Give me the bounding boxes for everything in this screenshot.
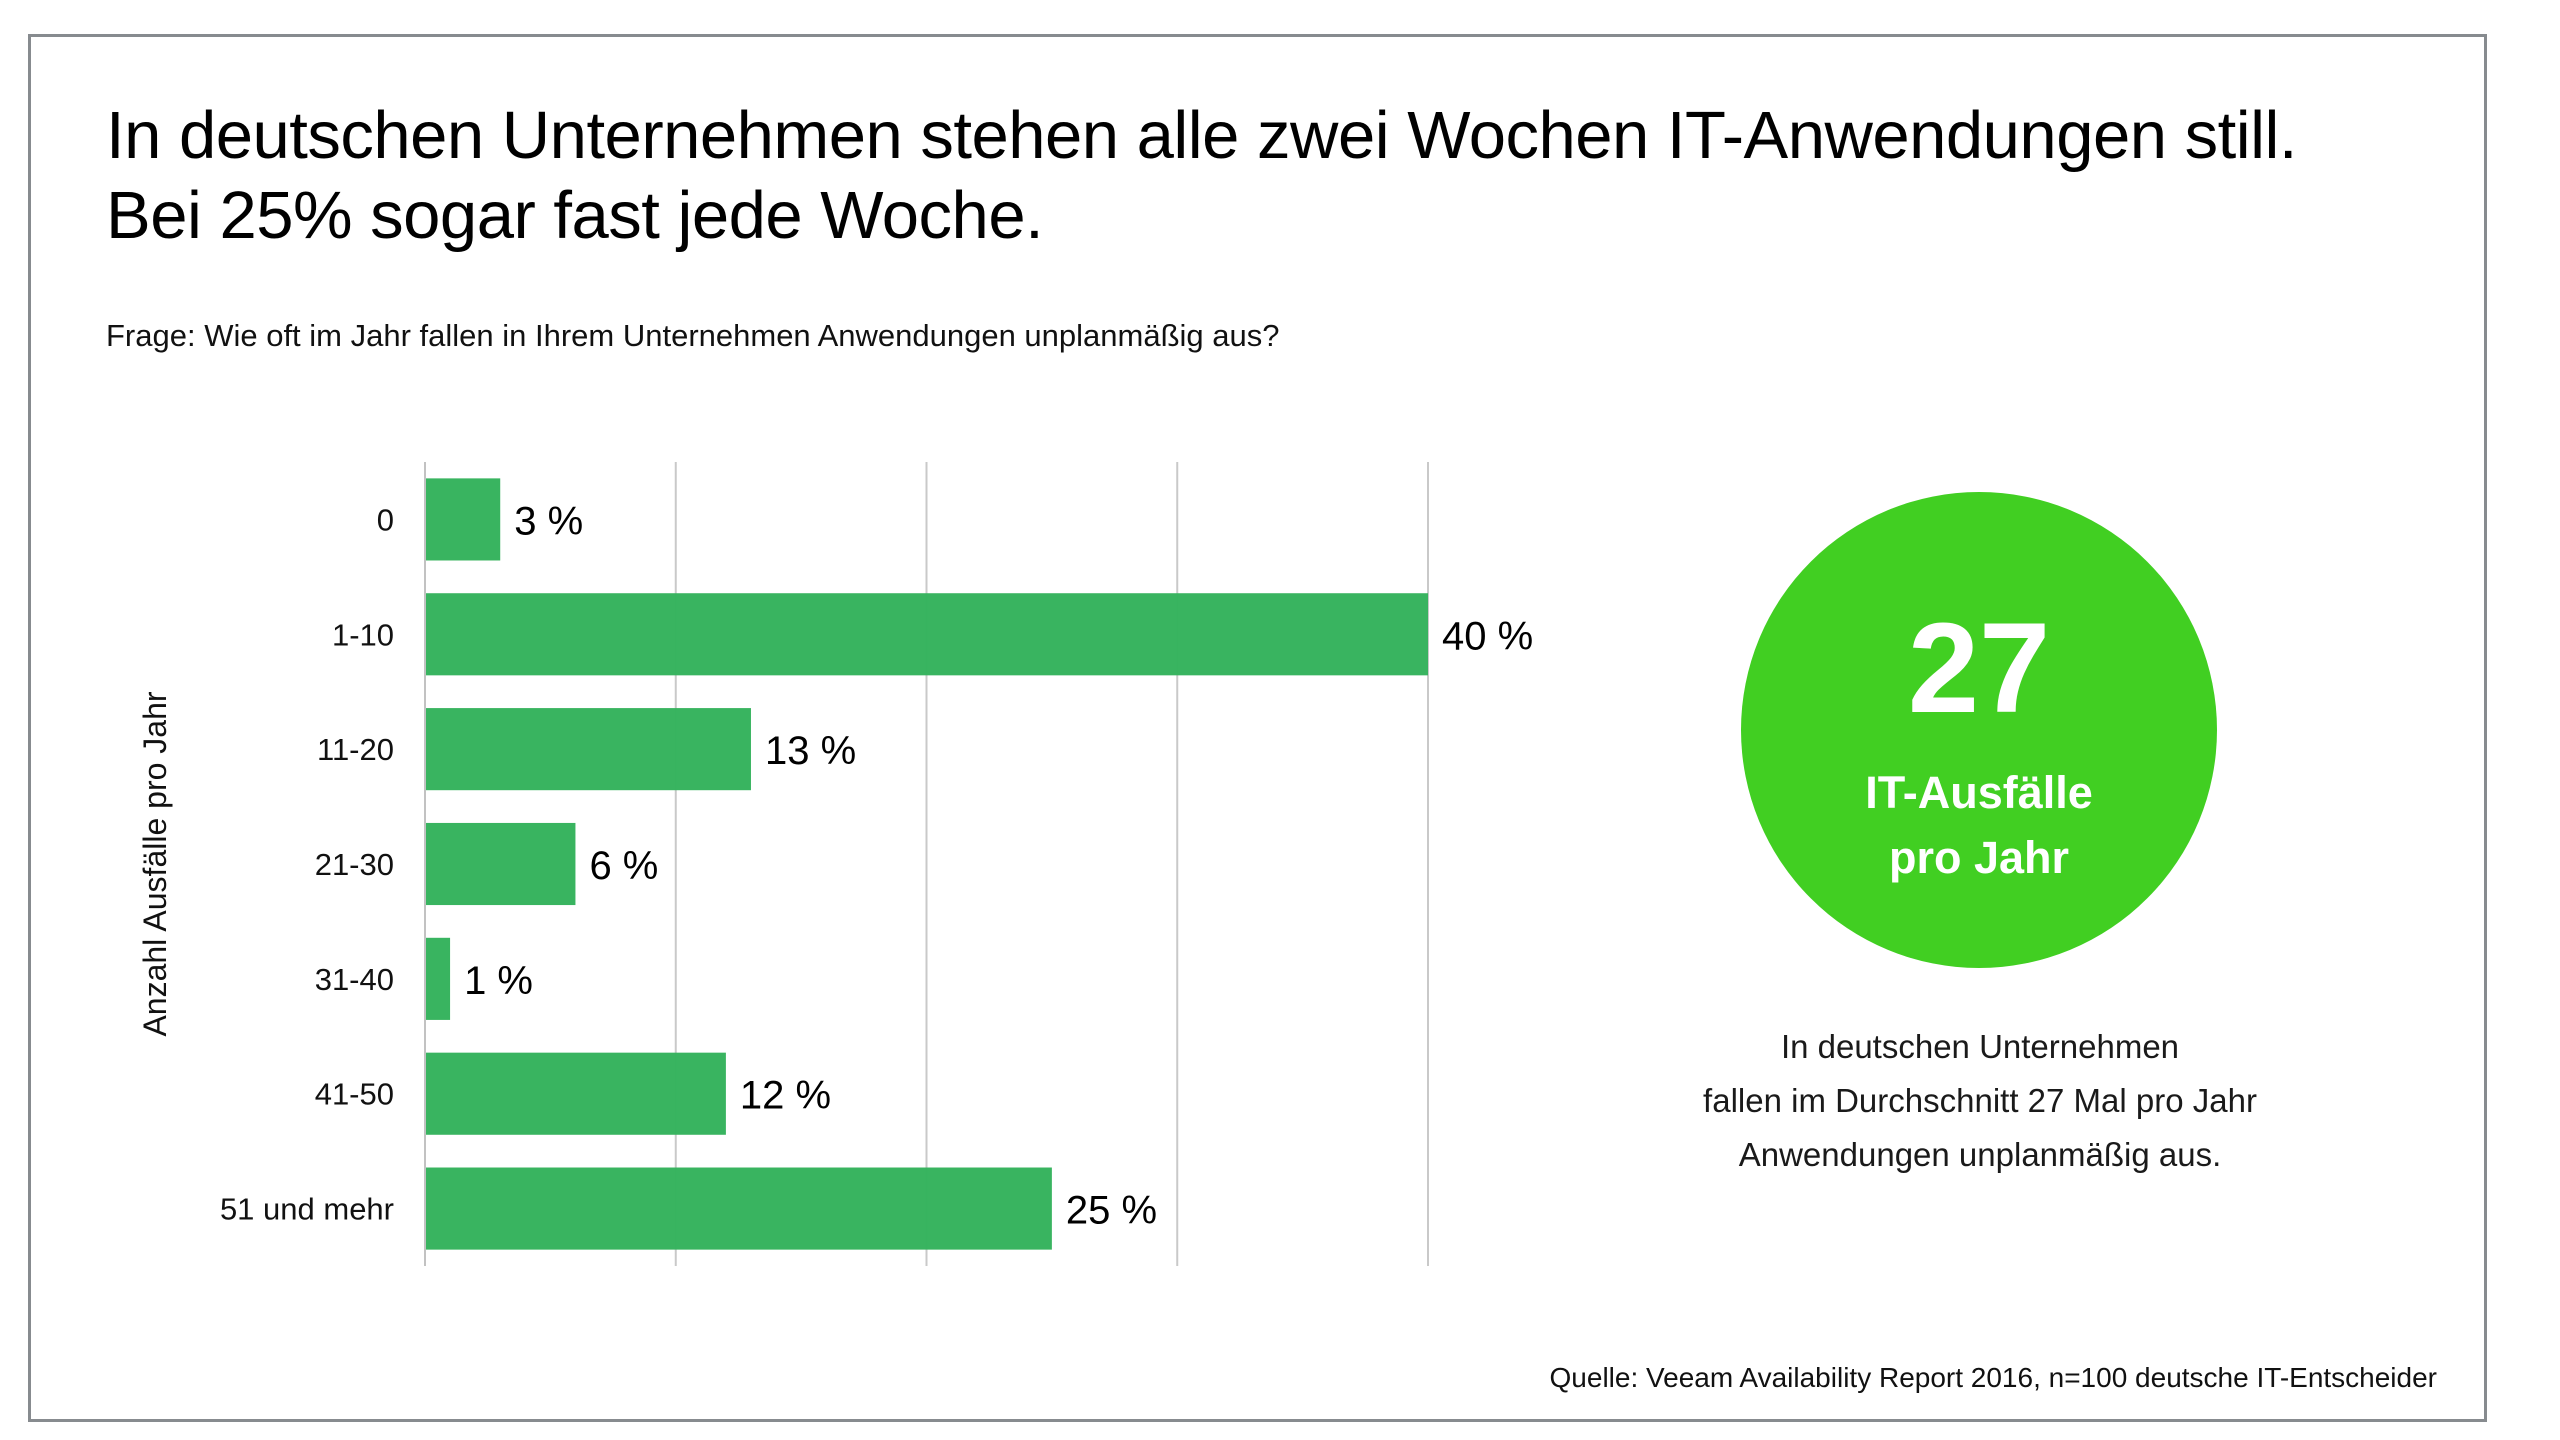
category-label: 21-30 bbox=[315, 847, 394, 882]
page-title: In deutschen Unternehmen stehen alle zwe… bbox=[106, 96, 2297, 256]
value-labels: 3 % 40 % 13 % 6 % 1 % 12 % 25 % bbox=[464, 499, 1533, 1232]
category-labels: 0 1-10 11-20 21-30 31-40 41-50 51 und mehr bbox=[220, 502, 394, 1226]
highlight-label-line-2: pro Jahr bbox=[1888, 832, 2070, 883]
y-axis-title: Anzahl Ausfälle pro Jahr bbox=[137, 691, 173, 1036]
title-line-1: In deutschen Unternehmen stehen alle zwe… bbox=[106, 98, 2297, 173]
value-label: 6 % bbox=[589, 844, 658, 888]
value-label: 1 % bbox=[464, 959, 533, 1003]
slide-frame bbox=[28, 34, 2487, 1422]
source-note: Quelle: Veeam Availability Report 2016, … bbox=[1549, 1362, 2437, 1393]
category-label: 51 und mehr bbox=[220, 1192, 394, 1227]
category-label: 31-40 bbox=[315, 962, 394, 997]
category-label: 1-10 bbox=[332, 617, 394, 652]
bar-0 bbox=[426, 478, 501, 561]
highlight-label: IT-Ausfälle pro Jahr bbox=[1741, 760, 2217, 890]
value-label: 3 % bbox=[514, 499, 583, 543]
note-line-3: Anwendungen unplanmäßig aus. bbox=[1738, 1136, 2222, 1173]
bar-31-40 bbox=[426, 937, 451, 1020]
highlight-label-line-1: IT-Ausfälle bbox=[1865, 767, 2093, 818]
bar-21-30 bbox=[426, 822, 576, 906]
bar-41-50 bbox=[426, 1052, 726, 1135]
gridlines bbox=[674, 462, 1429, 1266]
category-label: 0 bbox=[377, 502, 394, 537]
bar-1-10 bbox=[426, 593, 1428, 676]
highlight-circle: 27 IT-Ausfälle pro Jahr bbox=[1741, 492, 2217, 968]
bar-51-und-mehr bbox=[426, 1167, 1052, 1250]
value-label: 25 % bbox=[1066, 1189, 1157, 1233]
title-line-2: Bei 25% sogar fast jede Woche. bbox=[106, 178, 1044, 253]
category-label: 11-20 bbox=[317, 732, 394, 767]
highlight-number: 27 bbox=[1907, 597, 2051, 740]
category-label: 41-50 bbox=[315, 1077, 394, 1112]
value-label: 13 % bbox=[765, 729, 856, 773]
bar-11-20 bbox=[426, 708, 751, 791]
note-line-2: fallen im Durchschnitt 27 Mal pro Jahr bbox=[1703, 1082, 2257, 1119]
note-line-1: In deutschen Unternehmen bbox=[1780, 1028, 2180, 1065]
summary-note: In deutschen Unternehmen fallen im Durch… bbox=[1680, 1020, 2280, 1182]
survey-question: Frage: Wie oft im Jahr fallen in Ihrem U… bbox=[106, 318, 1280, 353]
value-label: 12 % bbox=[740, 1074, 831, 1118]
bars bbox=[426, 478, 1428, 1250]
value-label: 40 % bbox=[1442, 614, 1533, 658]
